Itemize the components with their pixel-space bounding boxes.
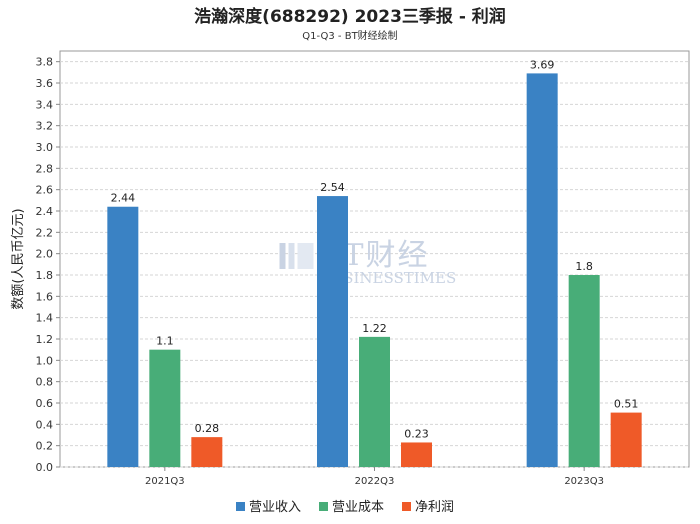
y-tick-label: 3.4: [36, 98, 54, 111]
x-tick-label: 2023Q3: [564, 476, 604, 487]
watermark-subtext: BUSINESSTIMES: [320, 269, 457, 287]
bar: [149, 349, 181, 467]
bar: [526, 73, 558, 468]
bar: [317, 196, 348, 468]
y-tick-label: 1.0: [36, 354, 54, 367]
chart-title: 浩瀚深度(688292) 2023三季报 - 利润: [194, 7, 506, 27]
legend-label: 营业成本: [332, 500, 384, 515]
y-tick-label: 3.6: [36, 77, 54, 90]
y-tick-label: 1.4: [36, 312, 54, 325]
legend-swatch: [236, 502, 245, 511]
y-tick-label: 2.0: [36, 248, 54, 261]
legend-label: 净利润: [415, 500, 454, 515]
y-tick-label: 2.2: [36, 226, 54, 239]
chart-subtitle: Q1-Q3 - BT财经绘制: [302, 31, 398, 42]
y-tick-label: 0.8: [36, 376, 54, 389]
y-tick-label: 3.0: [36, 141, 54, 154]
y-tick-label: 1.8: [36, 269, 54, 282]
y-tick-label: 3.8: [36, 56, 54, 69]
bar: [359, 336, 390, 467]
data-label: 2.54: [320, 181, 345, 194]
y-tick-label: 0.0: [36, 461, 54, 474]
data-label: 0.23: [404, 427, 429, 440]
data-label: 1.1: [156, 335, 174, 348]
bar: [401, 442, 432, 467]
y-tick-label: 2.8: [36, 162, 54, 175]
y-tick-label: 2.6: [36, 184, 54, 197]
y-tick-label: 0.4: [36, 418, 54, 431]
watermark-logo-bar: [297, 243, 314, 269]
y-tick-label: 2.4: [36, 205, 54, 218]
data-label: 2.44: [111, 192, 136, 205]
data-label: 1.8: [575, 260, 593, 273]
legend-swatch: [402, 502, 411, 511]
watermark-logo-bar: [288, 243, 295, 269]
y-tick-label: 0.6: [36, 397, 54, 410]
y-tick-label: 3.2: [36, 120, 54, 133]
y-axis-label: 数额(人民币亿元): [11, 208, 26, 309]
data-label: 3.69: [530, 58, 555, 71]
legend-label: 营业收入: [249, 500, 301, 515]
data-label: 1.22: [362, 322, 387, 335]
legend-swatch: [319, 502, 328, 511]
y-tick-label: 1.6: [36, 290, 54, 303]
x-tick-label: 2021Q3: [145, 476, 185, 487]
y-tick-label: 0.2: [36, 440, 54, 453]
y-tick-label: 1.2: [36, 333, 54, 346]
x-tick-label: 2022Q3: [355, 476, 395, 487]
bar: [568, 275, 600, 467]
bar: [107, 206, 139, 467]
watermark-logo-bar: [279, 243, 286, 269]
bar: [610, 412, 642, 467]
data-label: 0.28: [195, 422, 220, 435]
data-label: 0.51: [614, 398, 639, 411]
bar: [191, 437, 223, 467]
